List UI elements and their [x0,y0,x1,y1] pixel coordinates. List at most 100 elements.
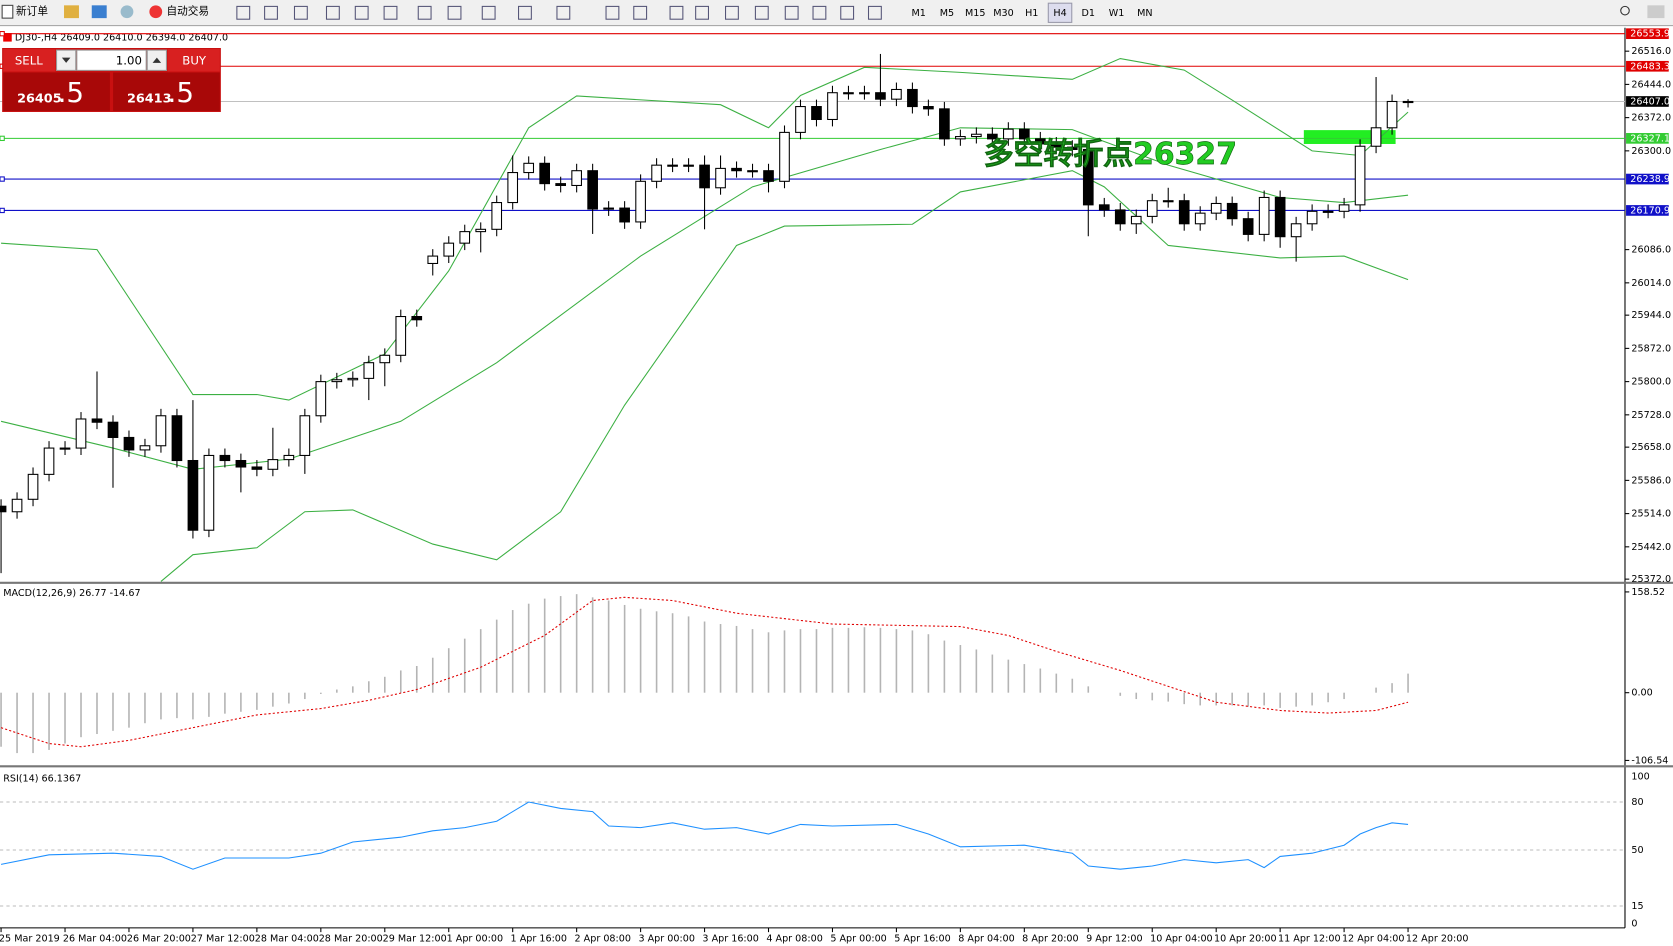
toolbar-icon[interactable] [264,5,278,20]
buy-price-box[interactable] [113,72,220,111]
timeframe-active [1047,2,1073,23]
level-handle [0,31,5,37]
icon[interactable] [91,5,107,19]
arrow [152,57,162,63]
toolbar-icon[interactable] [840,5,855,20]
candle-body [1146,200,1158,217]
x-tick-label: 4 Apr 08:00 [766,934,822,945]
y-tick-label: 25872.0 [1631,343,1671,354]
timeframe[interactable]: M5 [940,8,954,19]
toolbar-icon[interactable] [633,5,648,20]
y-tick-label: -106.54 [1631,755,1668,766]
timeframe[interactable]: D1 [1082,8,1096,19]
candle-body [603,207,614,210]
sell-button[interactable] [3,49,56,72]
toolbar-icon[interactable] [754,5,769,20]
toolbar-icon[interactable] [784,5,799,20]
toolbar-icon[interactable] [481,5,496,20]
y-tick-label: 50 [1631,845,1643,856]
timeframe[interactable]: W1 [1109,8,1125,19]
level-tag [1626,60,1669,72]
candle-body [0,505,7,513]
candle-body [811,106,822,121]
candle-body [27,473,39,500]
icon [149,5,163,19]
y-tick-label: 25800.0 [1631,377,1671,388]
x-tick-label: 27 Mar 12:00 [191,934,255,945]
search-icon [1620,5,1630,16]
new-order-label: 新订单 [16,5,48,18]
toolbar-icon[interactable] [236,5,251,20]
candle-body [763,170,774,182]
candle-body [11,498,23,513]
toolbar-icon[interactable] [383,5,398,20]
chat-icon[interactable] [1647,5,1665,19]
candle-body [1306,210,1318,225]
candle-body [699,164,710,189]
new-order-button[interactable]: 新订单 [1,4,48,19]
toolbar-icon[interactable] [695,5,709,20]
level-label: 26170.9 [1630,205,1670,216]
toolbar-icon[interactable] [354,5,369,20]
buy-button[interactable] [167,49,220,72]
icon[interactable] [120,5,134,19]
candle-body [571,170,582,187]
candle-body [635,180,646,223]
candle-body [859,92,870,95]
toolbar-icon[interactable] [518,5,532,20]
candle-body [1082,148,1094,206]
timeframe[interactable]: M15 [965,8,986,19]
candle-body [1114,209,1126,225]
y-tick-label: 0 [1631,919,1637,930]
candle-body [299,415,311,456]
candle-body [1338,204,1350,212]
toolbar-icon[interactable] [725,5,739,20]
candle-body [1050,143,1062,148]
sell-price-box[interactable] [3,72,110,111]
candle-body [827,92,838,121]
toolbar-icon[interactable] [447,5,462,20]
icon[interactable] [64,5,79,19]
auto-trade-label: 自动交易 [166,5,209,18]
timeframe[interactable]: M30 [993,8,1014,19]
toolbar-icon[interactable] [417,5,432,20]
icon [1,4,14,19]
auto-trade-button[interactable]: 自动交易 [149,5,209,19]
timeframe[interactable]: M1 [911,8,925,19]
candle-body [395,316,407,356]
level-tag [1626,173,1669,185]
candle-body [155,415,167,447]
toolbar-icon[interactable] [867,5,882,20]
candle-body [123,436,135,451]
lots-input[interactable] [76,49,147,71]
candle-body [59,447,71,450]
candle-body [587,170,598,210]
y-tick-label: 0.00 [1631,688,1652,699]
candle-body [251,466,263,470]
toolbar-icon[interactable] [325,5,340,20]
toolbar-icon[interactable] [669,5,684,20]
buy-price: 26413 [127,92,172,107]
candle-body [363,362,375,379]
timeframe[interactable]: MN [1137,8,1152,19]
timeframe[interactable]: H1 [1025,8,1038,19]
candle-body [1194,212,1206,225]
y-tick-label: 158.52 [1631,587,1665,598]
toolbar-icon[interactable] [293,5,308,20]
x-tick-label: 29 Mar 12:00 [383,934,447,945]
level-tag [1626,28,1669,40]
candle-body [1370,127,1382,147]
toolbar-icon[interactable] [812,5,827,20]
candle-body [267,459,279,470]
x-tick-label: 26 Mar 20:00 [127,934,191,945]
x-tick-label: 9 Apr 12:00 [1086,934,1142,945]
candle-body [75,418,87,449]
level-label: 26327.1 [1630,133,1670,144]
candle-body [1162,200,1174,203]
x-tick-label: 11 Apr 12:00 [1278,934,1341,945]
timeframe[interactable]: H4 [1053,8,1066,19]
toolbar-icon[interactable] [605,5,620,20]
toolbar-icon[interactable] [556,5,571,20]
candle-body [331,379,343,383]
